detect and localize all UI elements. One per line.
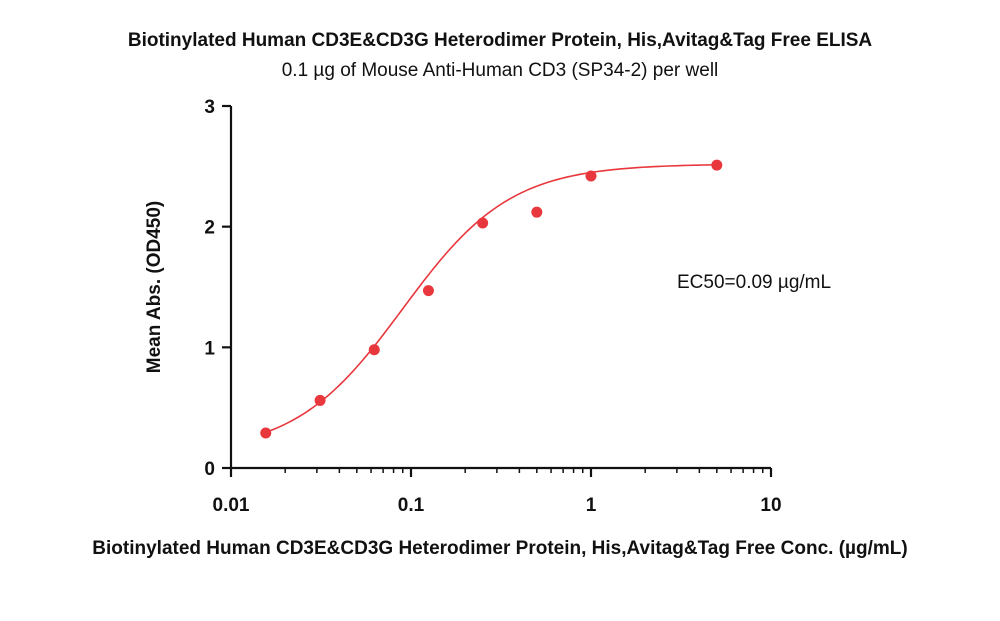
data-point [585,170,597,182]
data-point [260,427,272,439]
data-point [477,217,489,229]
ec50-annotation: EC50=0.09 µg/mL [677,272,831,293]
data-point [368,344,380,356]
y-tick-label: 1 [204,338,215,359]
y-axis-label: Mean Abs. (OD450) [144,201,165,373]
axes [229,106,771,470]
x-tick-label: 0.01 [213,495,250,516]
x-ticks: 0.01 0.1 1 10 [213,468,782,516]
y-ticks: 0 1 2 3 [204,97,231,480]
y-tick-label: 0 [204,459,215,480]
fit-curve [265,163,717,434]
y-tick-label: 3 [204,97,215,118]
chart-title: Biotinylated Human CD3E&CD3G Heterodimer… [127,30,873,51]
x-tick-label: 10 [760,495,781,516]
data-point [531,206,543,218]
y-tick-label: 2 [204,218,215,239]
data-points [260,159,723,439]
x-tick-label: 0.1 [398,495,425,516]
x-tick-label: 1 [586,495,597,516]
data-point [711,159,723,171]
x-axis-label: Biotinylated Human CD3E&CD3G Heterodimer… [92,538,908,559]
data-point [422,285,434,297]
data-point [314,394,326,406]
chart-subtitle: 0.1 µg of Mouse Anti-Human CD3 (SP34-2) … [281,60,719,81]
